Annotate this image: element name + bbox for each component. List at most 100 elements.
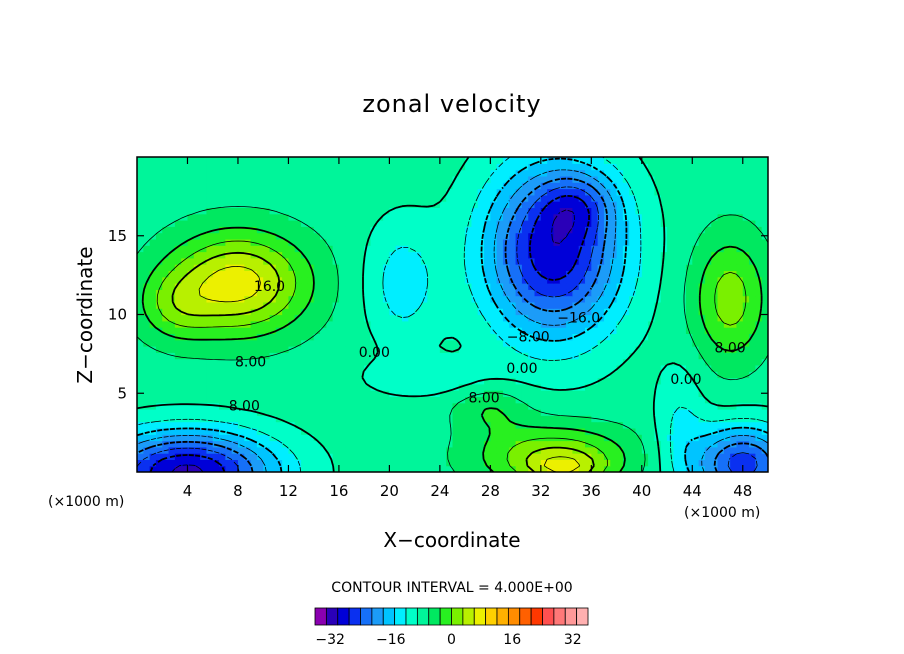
field-cell (212, 283, 220, 290)
field-cell (319, 295, 327, 303)
field-cell (629, 446, 637, 454)
field-cell (673, 409, 681, 416)
field-cell (566, 201, 573, 208)
field-cell (149, 257, 157, 265)
field-cell (162, 396, 170, 404)
field-cell (200, 220, 208, 227)
field-cell (629, 409, 637, 416)
field-cell (155, 446, 163, 454)
field-cell (383, 453, 390, 460)
field-cell (723, 264, 731, 271)
field-cell (717, 257, 725, 265)
field-cell (389, 245, 397, 253)
field-cell (591, 352, 599, 360)
field-cell (389, 301, 397, 309)
field-cell (490, 188, 498, 196)
field-cell (547, 465, 555, 472)
field-cell (679, 163, 687, 171)
field-cell (155, 157, 163, 164)
field-cell (761, 415, 768, 423)
field-cell (326, 289, 334, 297)
field-cell (578, 402, 586, 410)
field-cell (685, 409, 693, 416)
field-cell (742, 245, 750, 253)
field-cell (212, 188, 220, 196)
field-cell (319, 207, 327, 215)
field-cell (288, 188, 296, 196)
field-cell (446, 207, 454, 215)
field-cell (723, 226, 731, 234)
field-cell (711, 409, 719, 416)
field-cell (301, 301, 308, 309)
field-cell (193, 308, 201, 316)
field-cell (250, 232, 258, 240)
field-cell (338, 207, 346, 215)
field-cell (465, 390, 473, 397)
field-cell (547, 402, 555, 410)
field-cell (319, 182, 327, 190)
field-cell (585, 169, 592, 177)
field-cell (137, 377, 144, 385)
field-cell (200, 163, 208, 171)
field-cell (698, 194, 706, 202)
field-cell (370, 238, 378, 246)
field-cell (496, 459, 504, 467)
field-cell (496, 220, 504, 227)
field-cell (755, 232, 763, 240)
field-cell (711, 201, 719, 208)
field-cell (301, 194, 308, 202)
field-cell (471, 238, 479, 246)
field-cell (528, 364, 536, 372)
field-cell (553, 333, 561, 341)
field-cell (256, 175, 264, 183)
field-cell (610, 409, 618, 416)
field-cell (345, 383, 353, 391)
field-cell (206, 377, 214, 385)
field-cell (521, 175, 529, 183)
field-cell (225, 251, 233, 259)
field-cell (282, 264, 290, 271)
field-cell (749, 327, 756, 334)
field-cell (225, 446, 233, 454)
field-cell (553, 283, 561, 290)
field-cell (143, 446, 151, 454)
field-cell (471, 320, 479, 328)
field-cell (458, 352, 466, 360)
field-cell (294, 409, 302, 416)
field-cell (420, 327, 428, 334)
field-cell (622, 320, 630, 328)
field-cell (326, 283, 334, 290)
field-cell (559, 383, 567, 391)
field-cell (761, 251, 768, 259)
field-cell (250, 427, 258, 435)
field-cell (433, 175, 441, 183)
field-cell (376, 175, 384, 183)
field-cell (723, 163, 731, 171)
field-cell (515, 220, 523, 227)
field-cell (338, 283, 346, 290)
field-cell (610, 213, 618, 221)
field-cell (667, 188, 674, 196)
field-cell (174, 465, 182, 472)
field-cell (502, 295, 510, 303)
field-cell (332, 194, 340, 202)
field-cell (420, 377, 428, 385)
field-cell (383, 264, 390, 271)
field-cell (313, 383, 321, 391)
field-cell (282, 301, 290, 309)
field-cell (496, 465, 504, 472)
field-cell (509, 421, 517, 429)
field-cell (477, 314, 485, 322)
field-cell (420, 459, 428, 467)
field-cell (755, 453, 763, 460)
field-cell (629, 314, 637, 322)
field-cell (212, 415, 220, 423)
field-cell (585, 402, 592, 410)
field-cell (389, 459, 397, 467)
field-cell (225, 415, 233, 423)
field-cell (383, 371, 390, 379)
field-cell (540, 220, 548, 227)
field-cell (730, 352, 738, 360)
field-cell (212, 270, 220, 278)
field-cell (704, 346, 712, 353)
